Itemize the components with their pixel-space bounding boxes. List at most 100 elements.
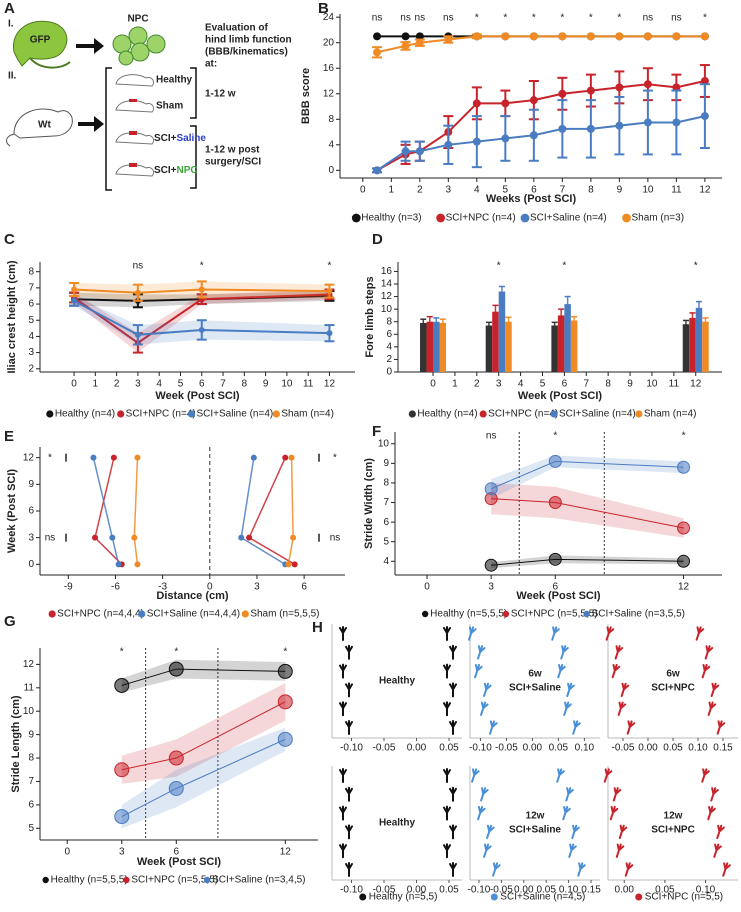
x-tick-label: 12: [690, 379, 702, 390]
x-tick-label: 6: [562, 379, 568, 390]
bar: [551, 325, 558, 372]
panel-letter: F: [372, 423, 381, 440]
panel-title: 6w: [528, 669, 542, 680]
evaluation-text: at:: [205, 59, 217, 70]
legend-swatch: [622, 213, 631, 223]
footprint: [443, 663, 451, 679]
footprint: [483, 682, 492, 698]
trend-line: [133, 457, 139, 565]
panel-title: Healthy: [379, 676, 416, 687]
y-tick-label: 8: [383, 478, 389, 489]
footprint: [626, 720, 636, 735]
data-point: [615, 83, 624, 92]
legend-swatch: [490, 893, 498, 901]
x-tick-label: 4: [156, 379, 162, 390]
footprint: [710, 682, 720, 698]
chart-panel: G 0 3 6 12 5 6 7 8 9 10 11 12 Week (Post SCI) Stride L…: [4, 613, 318, 886]
significance-label: *: [503, 13, 507, 24]
confidence-band: [121, 659, 286, 693]
y-tick-label: 6: [28, 299, 34, 310]
host-tail: [6, 133, 15, 147]
x-tick-label: 9: [263, 379, 269, 390]
x-axis-label: Week (Post SCI): [155, 390, 239, 402]
footprint: [449, 862, 457, 877]
y-tick-label: 2: [28, 363, 34, 374]
y-tick-label: 7: [28, 283, 34, 294]
legend-label: Healthy (n=3): [361, 213, 421, 224]
footprint: [449, 786, 457, 802]
x-tick-label: 10: [642, 185, 654, 196]
y-tick-label: 12: [381, 291, 393, 302]
significance-label: *: [532, 13, 536, 24]
footprint: [551, 626, 560, 641]
data-point: [373, 32, 382, 41]
y-tick-label: 9: [28, 479, 34, 490]
legend-label: SCI+Saline (n=4): [197, 409, 274, 420]
x-tick-label: 0: [424, 582, 430, 593]
data-point: [484, 558, 498, 572]
bar: [505, 321, 512, 372]
evaluation-text: (BBB/kinematics): [205, 47, 288, 58]
footprint: [449, 824, 457, 840]
data-point: [558, 89, 567, 98]
y-axis-label: Iliac crest height (cm): [6, 260, 18, 373]
data-point: [168, 750, 184, 766]
chart-panel: F 0 3 6 12 4 5 6 7 8 9 10 Week (Post SCI) Stride Widt…: [363, 423, 722, 620]
legend-label: SCI+Saline (n=4): [530, 213, 607, 224]
data-point: [548, 552, 562, 566]
footprint: [710, 787, 719, 802]
data-point: [444, 35, 453, 44]
x-tick-label: -6: [111, 582, 120, 593]
x-tick-label: 9: [627, 379, 633, 390]
footprint: [618, 824, 628, 840]
footprint: [345, 824, 353, 840]
x-tick-label: -3: [158, 582, 167, 593]
significance-label: *: [703, 13, 707, 24]
footprint: [701, 663, 711, 679]
x-tick-label: 0.05: [439, 885, 459, 896]
trend-line: [74, 288, 330, 294]
x-tick-label: 10: [281, 379, 293, 390]
data-point: [672, 83, 681, 92]
legend-label: SCI+Saline (n=4): [559, 409, 636, 420]
x-tick-label: 11: [303, 379, 314, 390]
x-tick-label: 1: [389, 185, 395, 196]
significance-label: ns: [443, 13, 454, 24]
footprint: [614, 645, 624, 660]
panel-letter: D: [372, 231, 383, 248]
data-point: [71, 297, 78, 304]
footprint: [704, 645, 714, 660]
y-tick-label: 5: [28, 823, 34, 834]
legend-label: Sham (n=5,5,5): [250, 609, 319, 620]
footprint: [345, 786, 353, 802]
footprint: [443, 626, 451, 641]
x-tick-label: 0.10: [559, 885, 579, 896]
significance-label: ns: [45, 532, 56, 543]
footprint: [339, 805, 347, 821]
data-point: [643, 80, 652, 89]
data-point: [110, 454, 117, 461]
y-tick-label: 2: [386, 354, 392, 365]
footprint: [605, 626, 615, 641]
legend-label: Sham (n=4): [281, 409, 334, 420]
confidence-band: [491, 555, 684, 569]
x-tick-label: -0.05: [612, 743, 635, 754]
data-point: [700, 77, 709, 86]
x-tick-label: 0.15: [581, 885, 601, 896]
cell: [118, 50, 134, 66]
legend-label: SCI+NPC (n=5,5,5): [511, 609, 598, 620]
x-tick-label: 12: [699, 185, 711, 196]
x-tick-label: 7: [560, 185, 566, 196]
legend-swatch: [436, 213, 446, 223]
footprint: [339, 663, 347, 679]
legend-swatch: [241, 610, 249, 618]
group-label-part: Saline: [177, 133, 207, 144]
legend-label: Healthy (n=5,5,5): [51, 875, 128, 886]
significance-label: *: [283, 647, 287, 658]
x-axis-label: Distance (cm): [156, 590, 228, 602]
legend-swatch: [42, 876, 49, 884]
x-tick-label: 3: [496, 379, 502, 390]
data-point: [373, 48, 382, 57]
panel-letter: H: [312, 619, 323, 636]
